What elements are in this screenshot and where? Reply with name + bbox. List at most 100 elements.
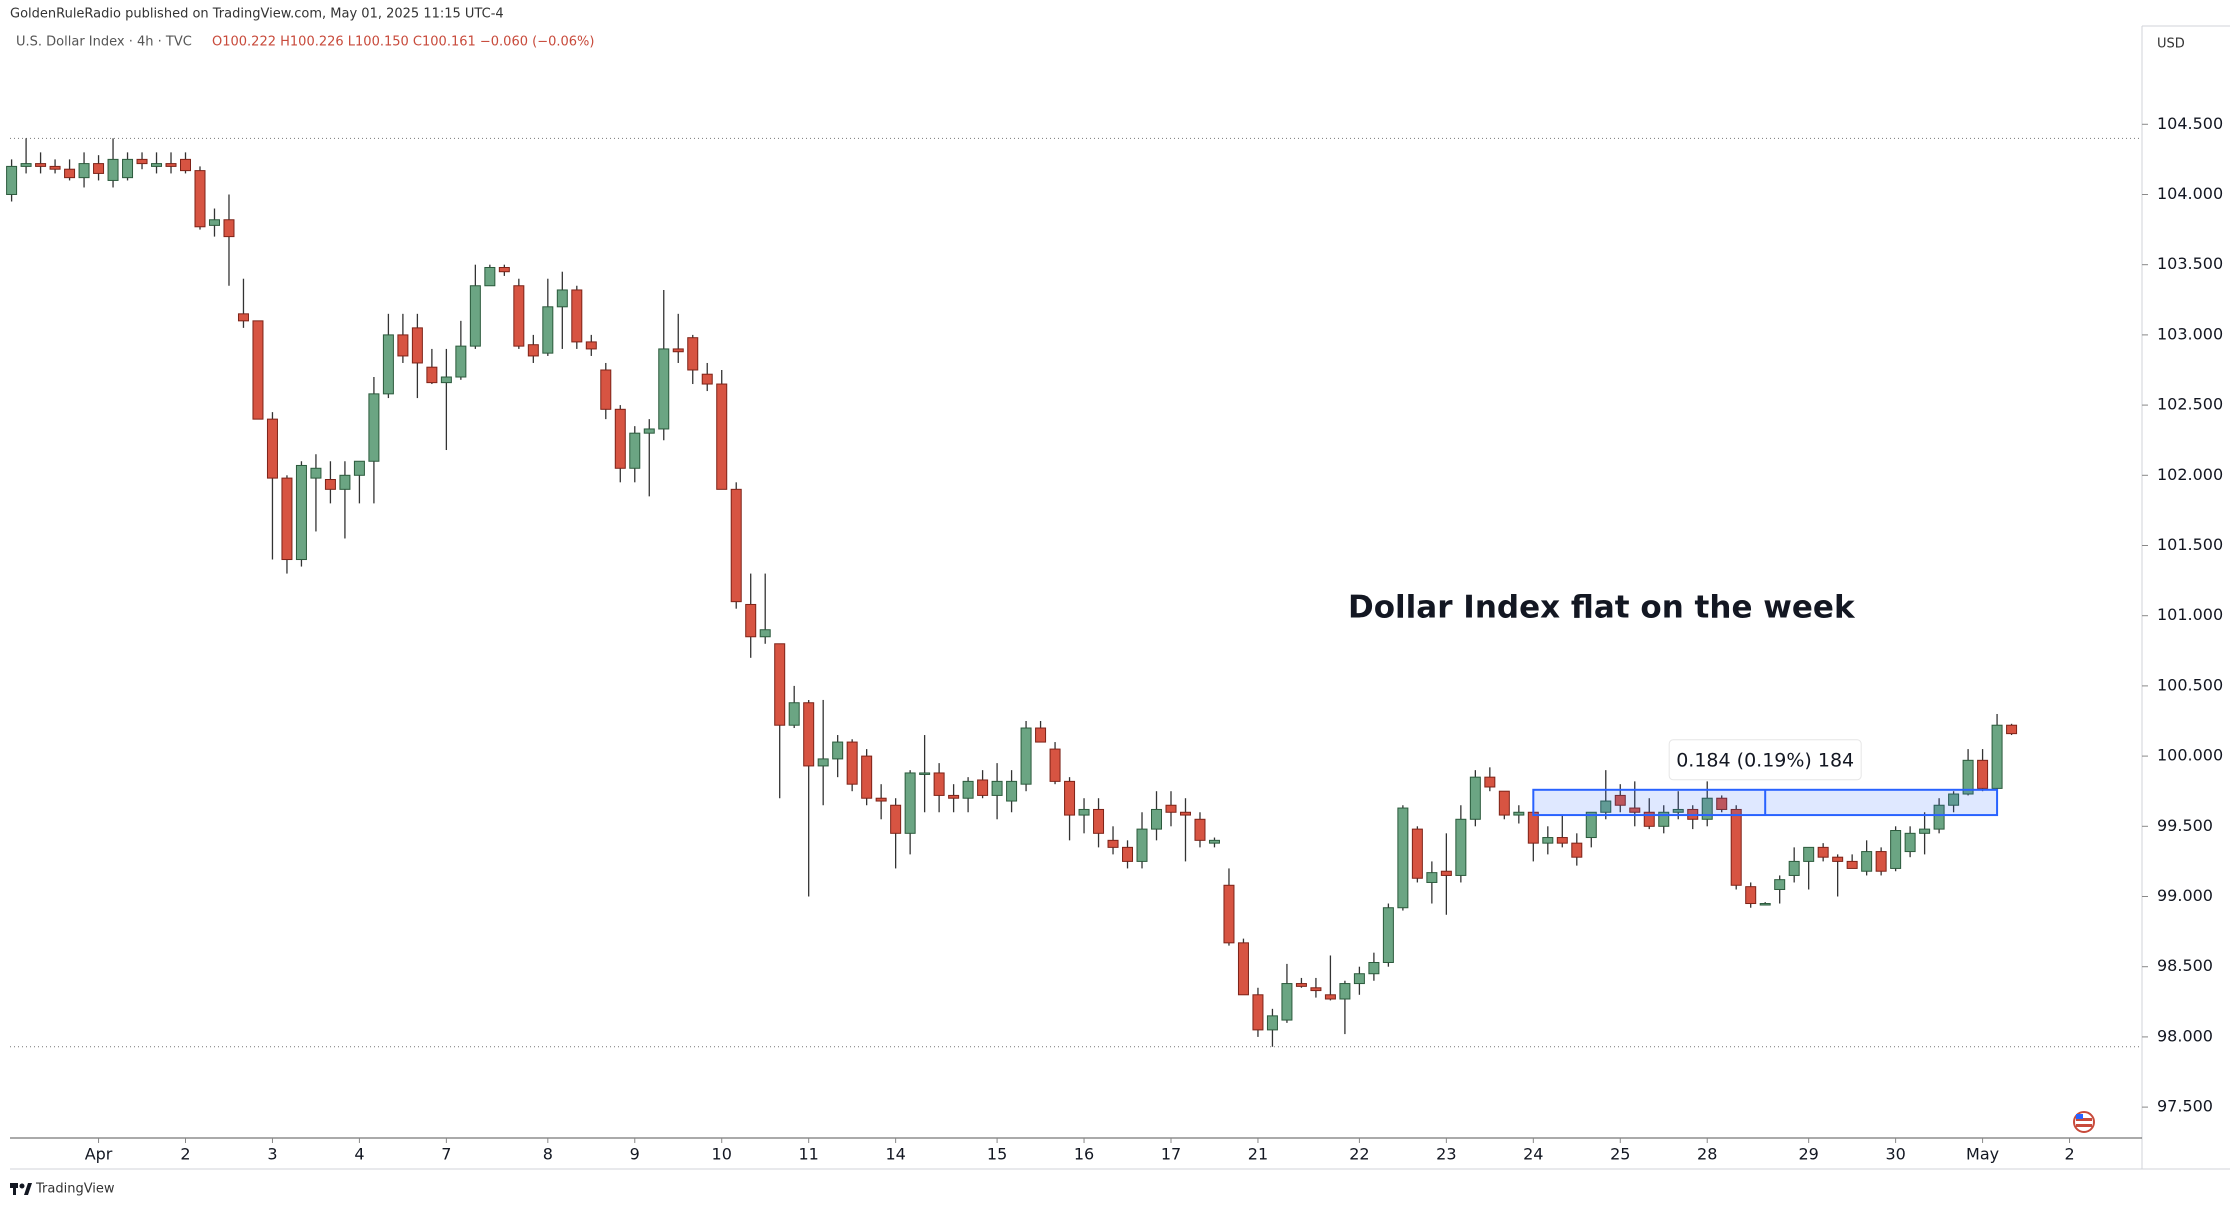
candle-body — [1730, 808, 1742, 886]
candle-body — [426, 366, 438, 384]
candle-body — [310, 467, 322, 479]
footer-logo — [10, 1183, 32, 1195]
candle-body — [1006, 780, 1018, 802]
candle-body — [788, 702, 800, 726]
candle-body — [122, 158, 134, 179]
flag-icon — [2073, 1111, 2095, 1133]
candle-body — [151, 163, 163, 167]
candle-body — [440, 376, 452, 384]
candle-body — [107, 158, 119, 181]
candle-body — [919, 772, 931, 775]
candle-body — [1672, 808, 1684, 813]
candle-body — [368, 393, 380, 462]
candle-body — [1237, 942, 1249, 996]
x-tick-label: 28 — [1697, 1145, 1717, 1164]
candle-body — [1919, 828, 1931, 834]
candle-body — [1774, 879, 1786, 890]
candle-body — [556, 289, 568, 308]
candle-body — [1585, 811, 1597, 839]
candle-body — [1136, 828, 1148, 862]
candle-body — [1368, 961, 1380, 975]
candle-body — [1093, 808, 1105, 834]
candles — [6, 138, 2018, 1047]
candle-body — [759, 629, 771, 638]
candle-body — [1281, 983, 1293, 1021]
x-tick-label: 30 — [1885, 1145, 1905, 1164]
candle-body — [93, 163, 105, 174]
x-tick-label: 29 — [1798, 1145, 1818, 1164]
candle-body — [1658, 811, 1670, 827]
candle-body — [527, 344, 539, 357]
y-tick-label: 104.000 — [2157, 184, 2223, 203]
candle-body — [411, 327, 423, 364]
candle-body — [194, 170, 206, 228]
candle-body — [571, 289, 583, 343]
candle-body — [1208, 839, 1220, 844]
candle-body — [1846, 860, 1858, 869]
candle-body — [1716, 797, 1728, 810]
y-tick-label: 99.000 — [2157, 886, 2213, 905]
candle-body — [397, 334, 409, 357]
candle-body — [1890, 830, 1902, 869]
y-tick-label: 97.500 — [2157, 1097, 2213, 1116]
candle-body — [904, 772, 916, 834]
candle-body — [1310, 987, 1322, 992]
candle-body — [35, 163, 47, 167]
candle-body — [890, 804, 902, 834]
candle-body — [1252, 994, 1264, 1031]
candle-body — [1179, 811, 1191, 816]
candle-body — [223, 219, 235, 238]
candle-body — [64, 168, 76, 179]
candle-body — [1759, 903, 1771, 906]
x-tick-label: 23 — [1436, 1145, 1456, 1164]
candle-body — [817, 758, 829, 767]
candle-body — [513, 285, 525, 347]
measure-label: 0.184 (0.19%) 184 — [1676, 749, 1854, 771]
candle-body — [1991, 724, 2003, 789]
candle-body — [484, 266, 496, 287]
candle-body — [774, 643, 786, 726]
candle-body — [1020, 727, 1032, 785]
symbol-legend: U.S. Dollar Index · 4h · TVC — [16, 35, 192, 50]
candle-body — [701, 373, 713, 385]
candle-body — [1469, 776, 1481, 820]
candle-body — [281, 477, 293, 561]
candle-body — [1542, 837, 1554, 844]
measure-label-box — [1668, 739, 1862, 781]
y-tick-label: 102.000 — [2157, 465, 2223, 484]
y-tick-label: 104.500 — [2157, 114, 2223, 133]
candle-body — [1397, 807, 1409, 909]
y-tick-label: 98.000 — [2157, 1026, 2213, 1045]
candle-body — [1049, 748, 1061, 782]
currency-label: USD — [2157, 37, 2185, 52]
candle-body — [875, 797, 887, 802]
x-tick-label: 9 — [630, 1145, 640, 1164]
y-tick-label: 103.500 — [2157, 254, 2223, 273]
candle-body — [1861, 851, 1873, 872]
candle-body — [266, 418, 278, 479]
candle-body — [1498, 790, 1510, 816]
candle-body — [1266, 1015, 1278, 1031]
candle-body — [1513, 811, 1525, 816]
x-tick-label: May — [1966, 1145, 1999, 1164]
candle-body — [1701, 797, 1713, 820]
candle-body — [20, 163, 32, 167]
x-tick-label: 21 — [1248, 1145, 1268, 1164]
candle-body — [1875, 851, 1887, 872]
candle-body — [745, 603, 757, 638]
y-tick-label: 100.500 — [2157, 675, 2223, 694]
candle-body — [165, 163, 177, 167]
candle-body — [1571, 842, 1583, 858]
candle-body — [832, 741, 844, 760]
candle-body — [672, 348, 684, 353]
candle-body — [1064, 780, 1076, 816]
candle-body — [962, 780, 974, 799]
x-tick-label: 25 — [1610, 1145, 1630, 1164]
candle-body — [1382, 907, 1394, 963]
x-tick-label: 7 — [441, 1145, 451, 1164]
y-tick-label: 101.500 — [2157, 535, 2223, 554]
candle-body — [1353, 973, 1365, 985]
candle-body — [2006, 724, 2018, 735]
candle-body — [687, 337, 699, 371]
candle-body — [1426, 872, 1438, 883]
